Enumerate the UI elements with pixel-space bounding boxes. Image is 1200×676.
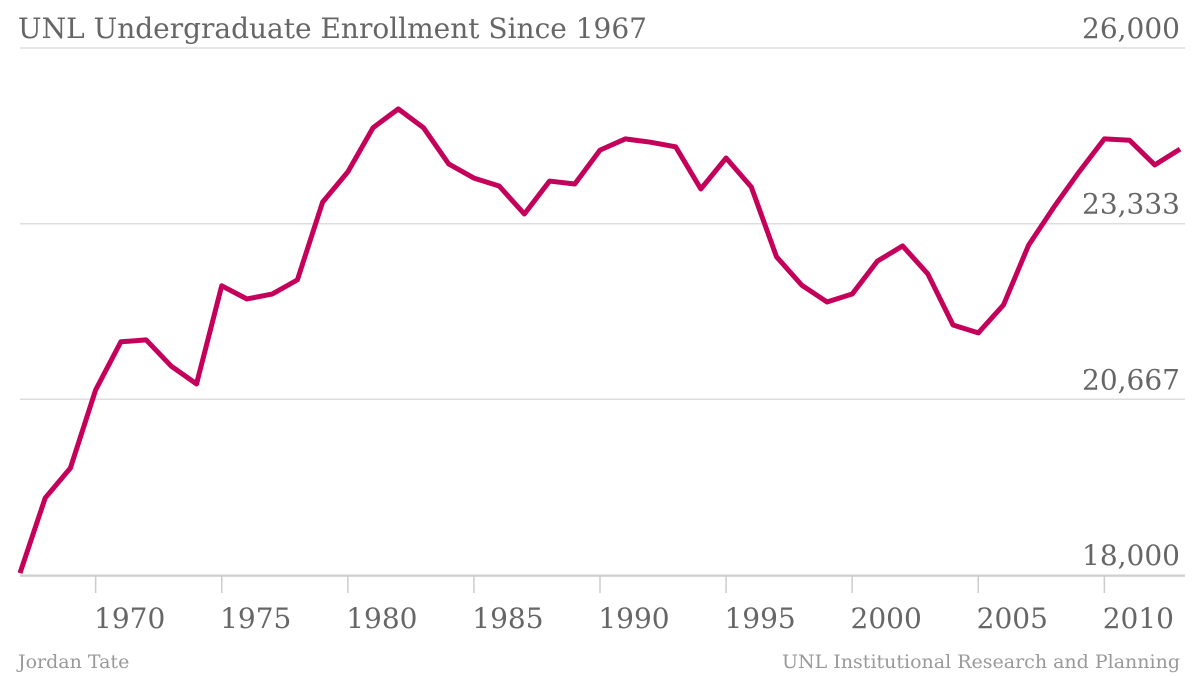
source: UNL Institutional Research and Planning [782,651,1180,673]
y-tick-label: 23,333 [1082,188,1180,221]
x-tick-label: 1995 [724,602,795,635]
chart-title: UNL Undergraduate Enrollment Since 1967 [18,12,647,45]
y-tick-label: 18,000 [1082,539,1180,572]
x-tick-label: 1990 [598,602,669,635]
x-tick-label: 2010 [1103,602,1174,635]
x-tick-label: 2000 [851,602,922,635]
credit: Jordan Tate [16,651,129,673]
y-tick-label: 20,667 [1082,363,1180,396]
y-tick-label: 26,000 [1082,12,1180,45]
x-tick-label: 1975 [220,602,291,635]
x-tick-label: 2005 [977,602,1048,635]
x-tick-label: 1985 [472,602,543,635]
line [17,106,1182,574]
x-tick-label: 1970 [94,602,165,635]
x-tick-label: 1980 [346,602,417,635]
